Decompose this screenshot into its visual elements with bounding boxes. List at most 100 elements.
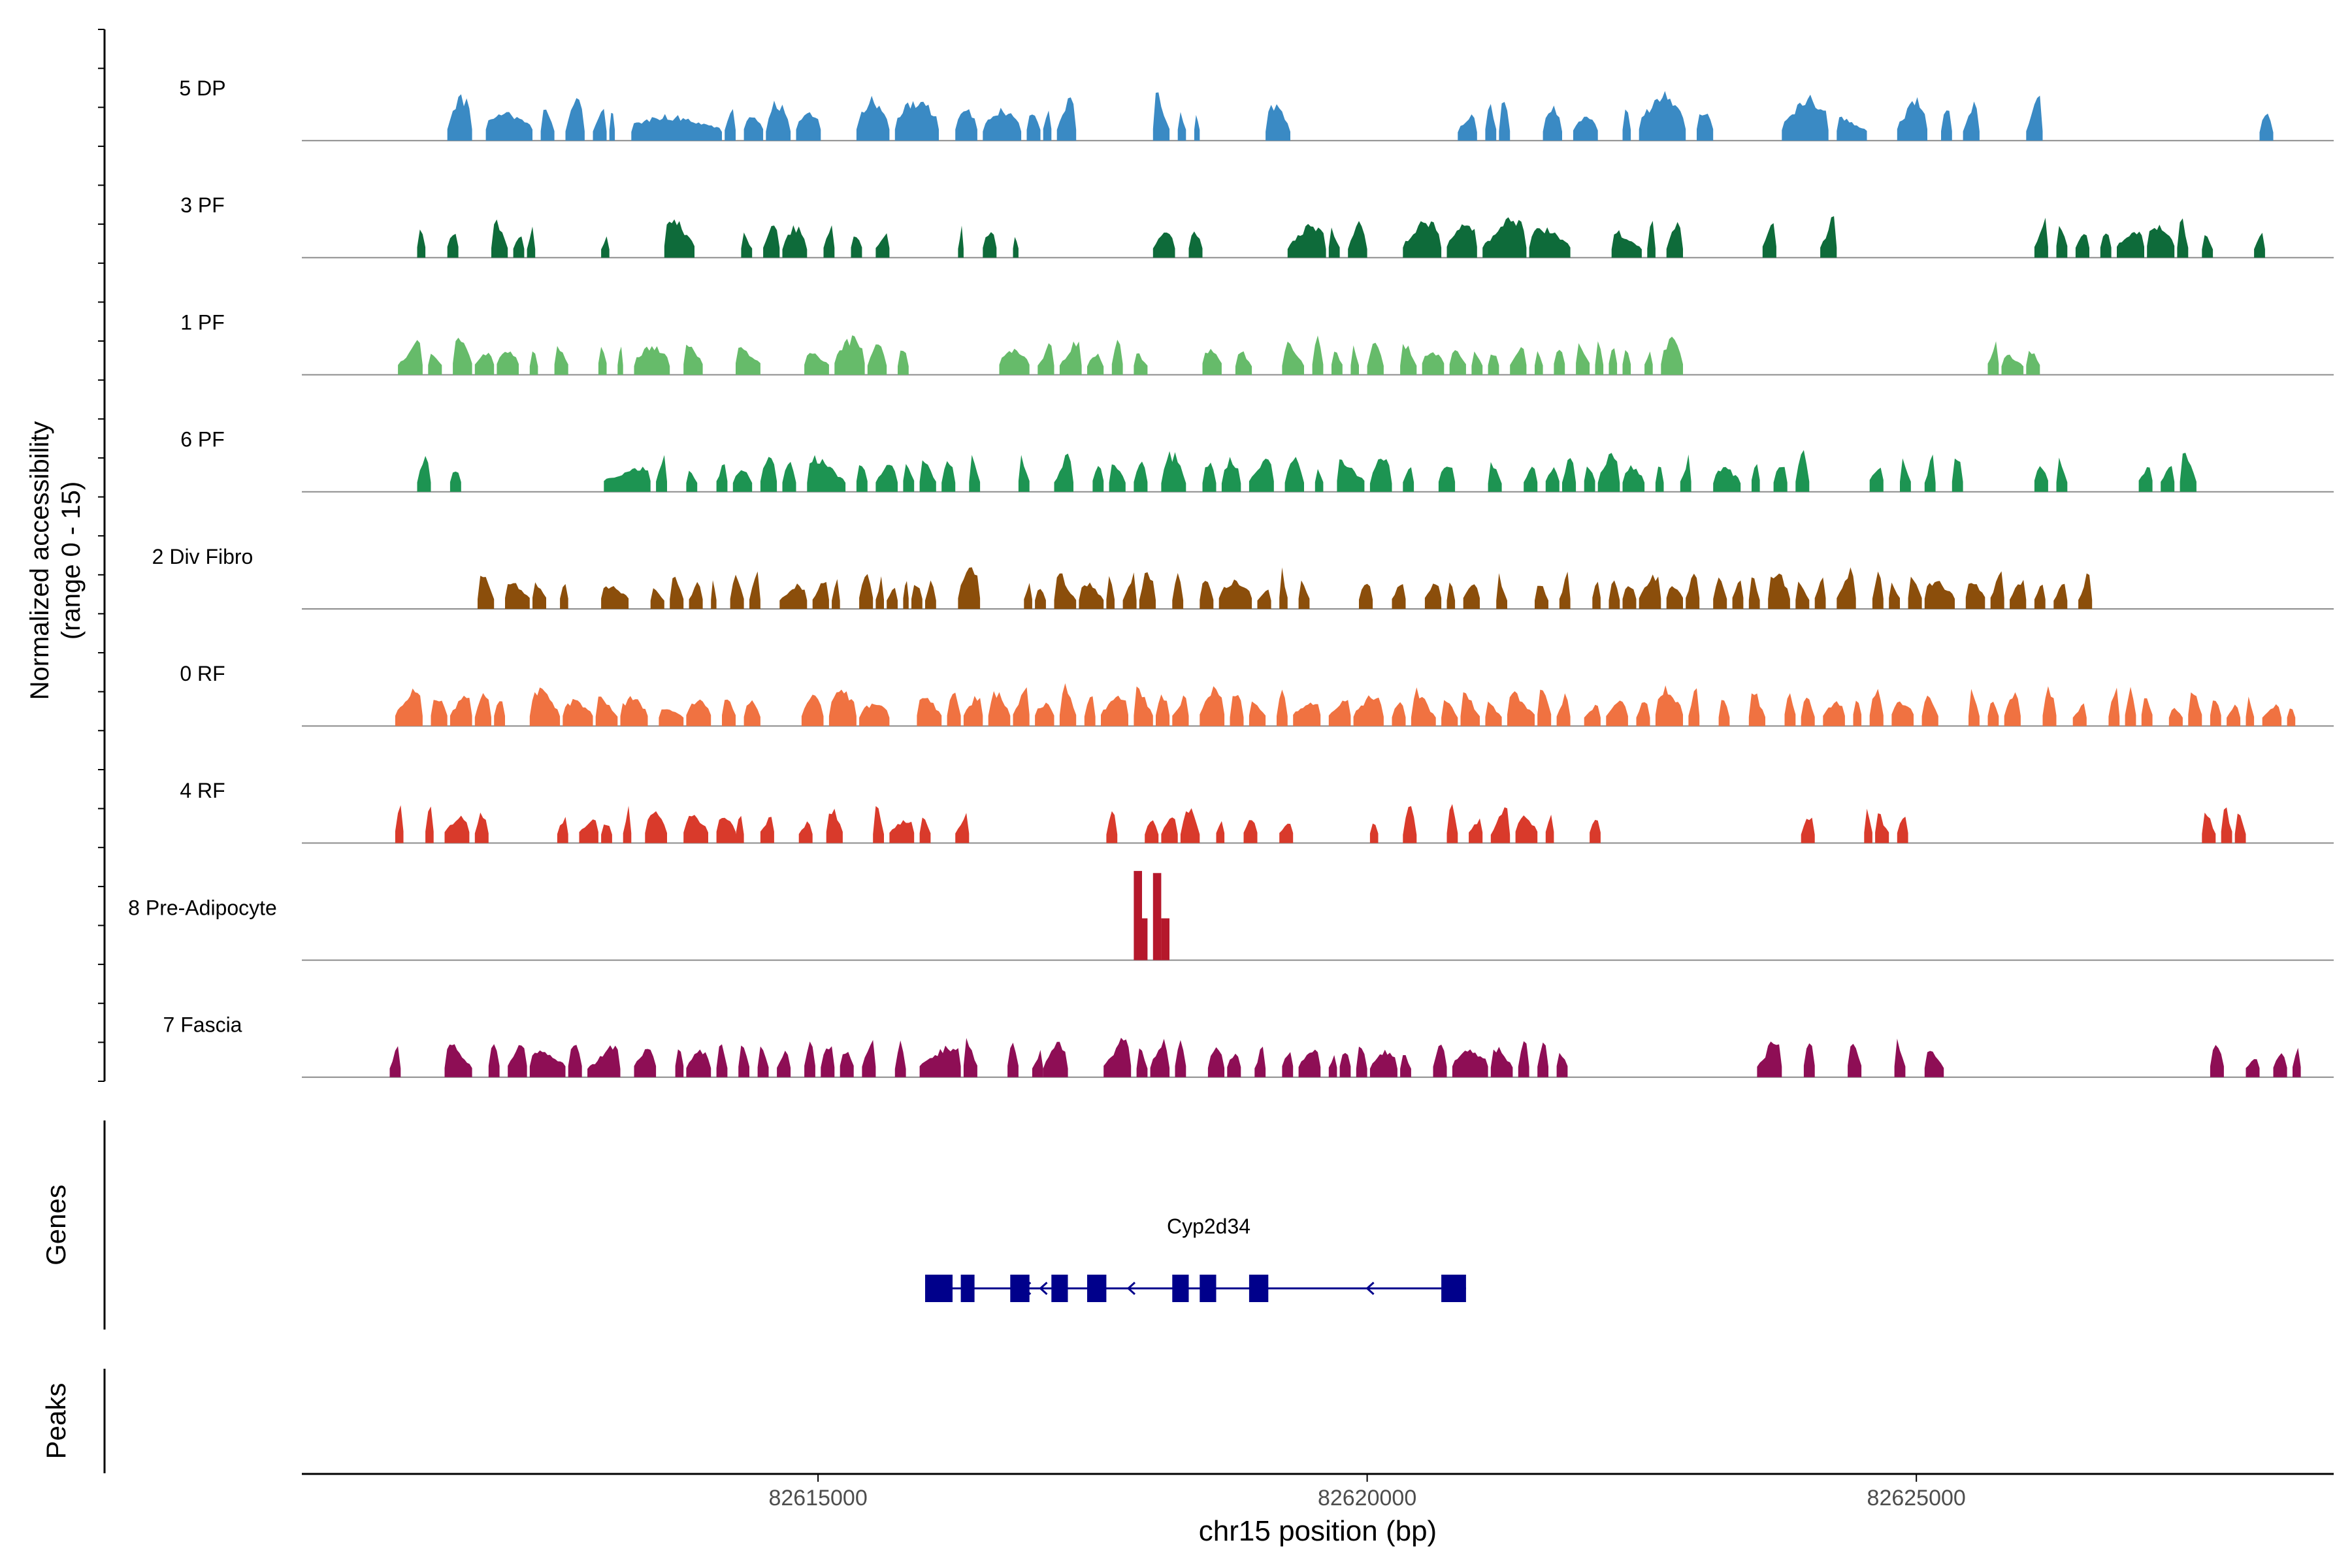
coverage-peak [593, 108, 607, 141]
coverage-peak [1369, 823, 1379, 843]
coverage-peak [417, 455, 431, 492]
coverage-peak [1200, 686, 1225, 727]
coverage-peak [2125, 687, 2136, 727]
coverage-peak [1529, 227, 1571, 258]
coverage-peak [1400, 1055, 1411, 1077]
coverage-peak [2202, 812, 2216, 843]
coverage-peak [686, 470, 698, 492]
coverage-peak [1216, 821, 1225, 843]
coverage-peak [1837, 116, 1867, 141]
coverage-peak [736, 347, 760, 375]
coverage-peak [1458, 114, 1477, 141]
gene-exon [1087, 1275, 1107, 1302]
coverage-peak [1043, 1041, 1068, 1077]
gene-exon [1249, 1275, 1269, 1302]
coverage-peak [1013, 687, 1030, 727]
coverage-peak [1748, 693, 1765, 727]
coverage-peak [1820, 216, 1837, 258]
coverage-peak [2246, 696, 2255, 727]
coverage-peak [1921, 695, 1938, 727]
x-tick-label: 82625000 [1867, 1486, 1966, 1511]
coverage-peak [425, 806, 434, 843]
coverage-peak [1752, 464, 1760, 492]
coverage-spike [1161, 918, 1169, 960]
coverage-peak [617, 346, 623, 375]
coverage-peak [1054, 573, 1077, 609]
coverage-peak [1446, 582, 1456, 609]
coverage-peak [875, 233, 890, 258]
coverage-peak [601, 586, 629, 609]
coverage-peak [743, 700, 760, 727]
coverage-peak [474, 812, 489, 843]
coverage-peak [1101, 695, 1128, 727]
coverage-peak [1814, 577, 1826, 609]
coverage-peak [1298, 1049, 1321, 1077]
coverage-peak [1156, 694, 1170, 727]
x-tick-label: 82615000 [768, 1486, 867, 1511]
coverage-peak [1661, 336, 1683, 375]
coverage-peak [2202, 235, 2213, 258]
coverage-peak [1535, 351, 1543, 375]
coverage-peak [1869, 467, 1884, 492]
coverage-peak [620, 696, 648, 727]
coverage-peak [527, 226, 536, 258]
coverage-peak [2168, 708, 2183, 727]
coverage-peak [1897, 97, 1927, 141]
coverage-peak [958, 567, 981, 609]
coverage-peak [2034, 584, 2046, 609]
coverage-peak [1111, 340, 1123, 375]
coverage-peak [999, 348, 1030, 375]
gene-name-label: Cyp2d34 [1167, 1215, 1250, 1238]
coverage-peak [1584, 466, 1595, 492]
coverage-peak [1284, 457, 1304, 492]
coverage-peak [398, 340, 423, 375]
coverage-peak [917, 698, 942, 727]
coverage-peak [1463, 584, 1480, 609]
coverage-peak [1328, 227, 1340, 258]
coverage-peak [513, 236, 525, 258]
coverage-peak [969, 455, 981, 492]
coverage-peak [1609, 348, 1618, 375]
coverage-peak [1460, 692, 1480, 727]
coverage-peak [2056, 225, 2068, 258]
coverage-peak [1963, 101, 1980, 141]
coverage-peak [2287, 708, 2296, 727]
coverage-peak [1084, 696, 1096, 727]
coverage-peak [1337, 459, 1365, 492]
coverage-peak [395, 688, 423, 727]
coverage-peak [894, 1040, 906, 1077]
coverage-peak [804, 353, 829, 375]
coverage-peak [1713, 577, 1727, 609]
coverage-peak [1688, 688, 1700, 727]
track-2-div-fibro: 2 Div Fibro [152, 545, 2334, 610]
strand-arrow [1039, 1281, 1048, 1296]
coverage-peak [983, 232, 997, 258]
coverage-peak [1748, 577, 1760, 609]
coverage-peak [1079, 582, 1104, 609]
coverage-peak [1924, 1051, 1944, 1077]
coverage-peak [862, 1039, 876, 1077]
coverage-peak [491, 219, 508, 258]
gene-exon [1200, 1275, 1217, 1302]
coverage-peak [2056, 457, 2068, 492]
coverage-peak [1573, 116, 1598, 141]
coverage-peak [554, 346, 568, 375]
coverage-peak [988, 691, 1011, 727]
coverage-peak [2227, 704, 2241, 727]
coverage-peak [1485, 701, 1502, 727]
coverage-peak [821, 1046, 835, 1077]
coverage-peak [1266, 104, 1290, 141]
track-7-fascia: 7 Fascia [163, 1013, 2334, 1078]
coverage-peak [716, 817, 736, 843]
coverage-peak [1510, 347, 1527, 375]
coverage-peak [1471, 351, 1483, 375]
coverage-peak [903, 581, 909, 609]
coverage-peak [1609, 580, 1620, 609]
coverage-peak [2141, 698, 2153, 727]
coverage-peak [1801, 817, 1815, 843]
coverage-peak [856, 465, 868, 492]
coverage-peak [474, 693, 491, 727]
coverage-peak [1145, 820, 1159, 843]
